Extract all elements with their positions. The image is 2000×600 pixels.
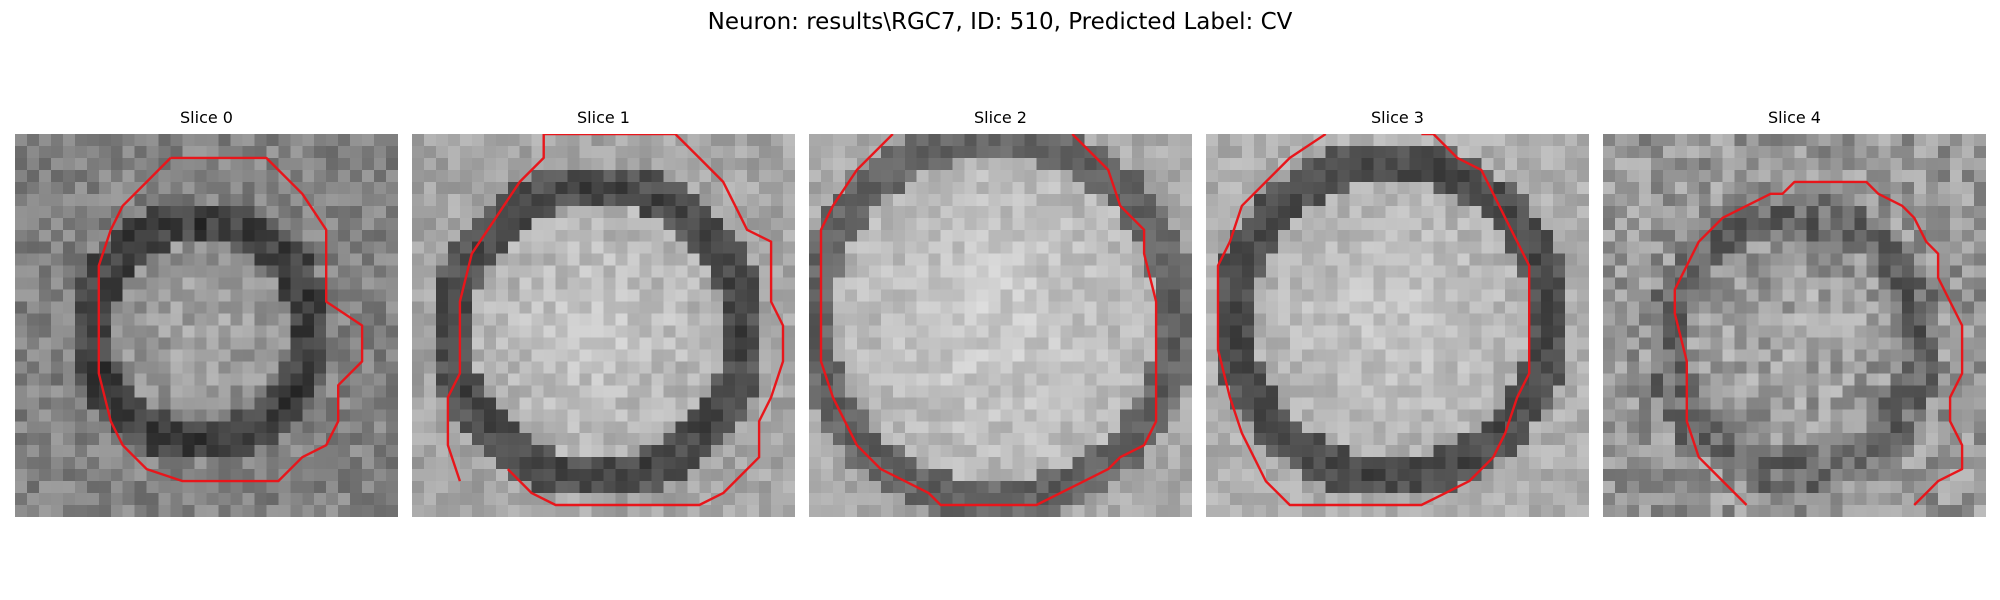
slice-image (809, 134, 1192, 517)
slice-title: Slice 2 (974, 108, 1027, 127)
micrograph (1603, 134, 1986, 517)
micrograph (15, 134, 398, 517)
segmentation-contour (819, 134, 1158, 507)
micrograph (1206, 134, 1589, 517)
segmentation-contour (446, 134, 785, 507)
slice-title: Slice 1 (577, 108, 630, 127)
slice-title: Slice 0 (180, 108, 233, 127)
slice-image (412, 134, 795, 517)
micrograph (412, 134, 795, 517)
slice-title: Slice 3 (1371, 108, 1424, 127)
slice-image (15, 134, 398, 517)
slice-image (1603, 134, 1986, 517)
segmentation-contour (1673, 180, 1964, 506)
slice-image (1206, 134, 1589, 517)
slice-title: Slice 4 (1768, 108, 1821, 127)
segmentation-contour (97, 156, 364, 483)
figure-title: Neuron: results\RGC7, ID: 510, Predicted… (707, 9, 1293, 35)
micrograph (809, 134, 1192, 517)
segmentation-contour (1216, 134, 1531, 507)
